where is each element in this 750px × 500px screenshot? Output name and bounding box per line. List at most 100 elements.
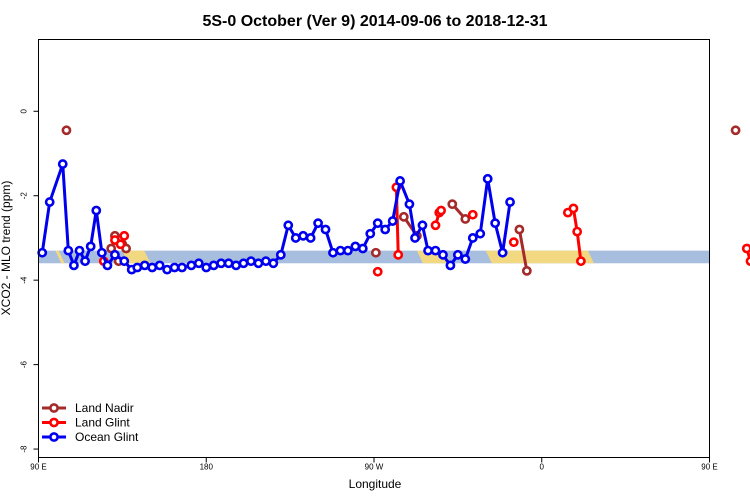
ocean-glint-point	[80, 256, 90, 267]
x-tick-label: 90 E	[30, 463, 46, 472]
ocean-glint-point	[177, 262, 187, 273]
ocean-glint-point	[139, 260, 150, 271]
y-axis: 0 -2 -4 -6 -8	[20, 109, 39, 453]
chart-title: 5S-0 October (Ver 9) 2014-09-06 to 2018-…	[202, 13, 547, 30]
ocean-glint-point	[410, 233, 420, 243]
ocean-glint-point	[201, 262, 212, 273]
land-glint-point	[572, 226, 583, 237]
ocean-glint-point	[305, 233, 316, 243]
ocean-glint-point	[253, 258, 264, 269]
legend-marker	[49, 403, 59, 413]
ocean-glint-point	[154, 260, 165, 271]
land-nadir-line	[517, 229, 529, 272]
legend-marker	[49, 417, 59, 428]
ocean-glint-point	[445, 260, 456, 271]
ocean-glint-point	[216, 258, 227, 269]
land-glint-point	[393, 249, 404, 260]
ocean-glint-point	[438, 249, 448, 260]
y-tick-label: 0	[20, 109, 29, 114]
ocean-glint-point	[335, 245, 346, 256]
ocean-glint-point	[169, 262, 180, 273]
ocean-glint-point	[231, 260, 241, 271]
land-nadir-point	[61, 125, 72, 136]
ocean-glint-point	[283, 220, 294, 231]
ocean-glint-point	[497, 247, 508, 258]
land-nadir-point	[730, 125, 741, 136]
ocean-glint-point	[350, 241, 361, 252]
ocean-glint-point	[193, 258, 204, 269]
land-glint-point	[508, 237, 519, 248]
land-nadir-point	[398, 211, 409, 222]
ocean-glint-point	[423, 245, 433, 256]
ocean-glint-point	[467, 233, 478, 243]
x-tick-label: 90 E	[701, 463, 717, 472]
x-tick-label: 0	[540, 463, 545, 472]
land-band-segment	[55, 250, 65, 264]
ocean-glint-point	[490, 218, 501, 229]
x-axis-label: Longitude	[349, 477, 402, 491]
ocean-glint-point	[223, 258, 234, 269]
ocean-glint-point	[246, 256, 256, 267]
ocean-glint-point	[85, 241, 96, 252]
y-axis-label: XCO2 - MLO trend (ppm)	[0, 181, 13, 316]
ocean-glint-point	[186, 260, 197, 271]
land-band-segment	[485, 250, 594, 264]
series-layer	[37, 125, 750, 277]
legend-label: Land Nadir	[75, 401, 134, 415]
land-glint-point	[741, 243, 750, 254]
ocean-glint-point	[460, 254, 471, 264]
ocean-glint-point	[343, 245, 353, 256]
ocean-glint-point	[37, 247, 48, 258]
y-tick-label: -8	[20, 445, 29, 453]
ocean-glint-point	[260, 256, 271, 267]
ocean-glint-point	[119, 256, 130, 267]
ocean-glint-point	[328, 247, 338, 258]
land-nadir-point	[514, 224, 525, 235]
land-glint-point	[568, 203, 579, 214]
ocean-glint-point	[482, 173, 493, 184]
land-glint-point	[119, 230, 130, 241]
ocean-glint-point	[320, 224, 331, 235]
ocean-glint-point	[91, 205, 102, 216]
land-glint-point	[745, 256, 750, 267]
ocean-glint-point	[430, 245, 441, 256]
ocean-glint-point	[110, 249, 120, 260]
ocean-glint-point	[372, 218, 383, 229]
ocean-glint-point	[365, 228, 376, 239]
legend-label: Ocean Glint	[75, 430, 139, 444]
land-glint-point	[467, 209, 478, 220]
ocean-glint-point	[290, 233, 301, 243]
ocean-glint-point	[238, 258, 249, 269]
ocean-glint-point	[452, 249, 463, 260]
x-axis: 90 E 180 90 W 0 90 E	[30, 457, 718, 472]
legend-marker	[49, 432, 59, 442]
ocean-glint-point	[275, 249, 286, 260]
land-glint-point	[115, 239, 126, 250]
ocean-glint-point	[96, 247, 107, 258]
land-band-segment	[122, 250, 151, 264]
land-glint-point	[436, 205, 446, 216]
ocean-glint-point	[313, 218, 323, 229]
y-tick-label: -4	[20, 276, 29, 284]
ocean-glint-point	[387, 216, 398, 226]
y-tick-label: -6	[20, 361, 29, 369]
ocean-glint-point	[380, 224, 391, 235]
legend-label: Land Glint	[75, 416, 130, 430]
ocean-glint-point	[102, 260, 113, 271]
ocean-glint-point	[74, 245, 85, 256]
ocean-glint-point	[147, 262, 158, 273]
ocean-glint-point	[208, 260, 219, 271]
ocean-glint-point	[475, 228, 486, 239]
x-tick-label: 180	[200, 463, 214, 472]
y-tick-label: -2	[20, 192, 29, 200]
ocean-glint-point	[44, 197, 55, 207]
ocean-glint-point	[404, 199, 415, 210]
x-tick-label: 90 W	[365, 463, 384, 472]
ocean-glint-point	[57, 159, 68, 169]
ocean-glint-point	[268, 258, 279, 269]
ocean-glint-point	[162, 264, 173, 275]
land-nadir-point	[460, 214, 471, 224]
ocean-glint-point	[505, 197, 515, 207]
